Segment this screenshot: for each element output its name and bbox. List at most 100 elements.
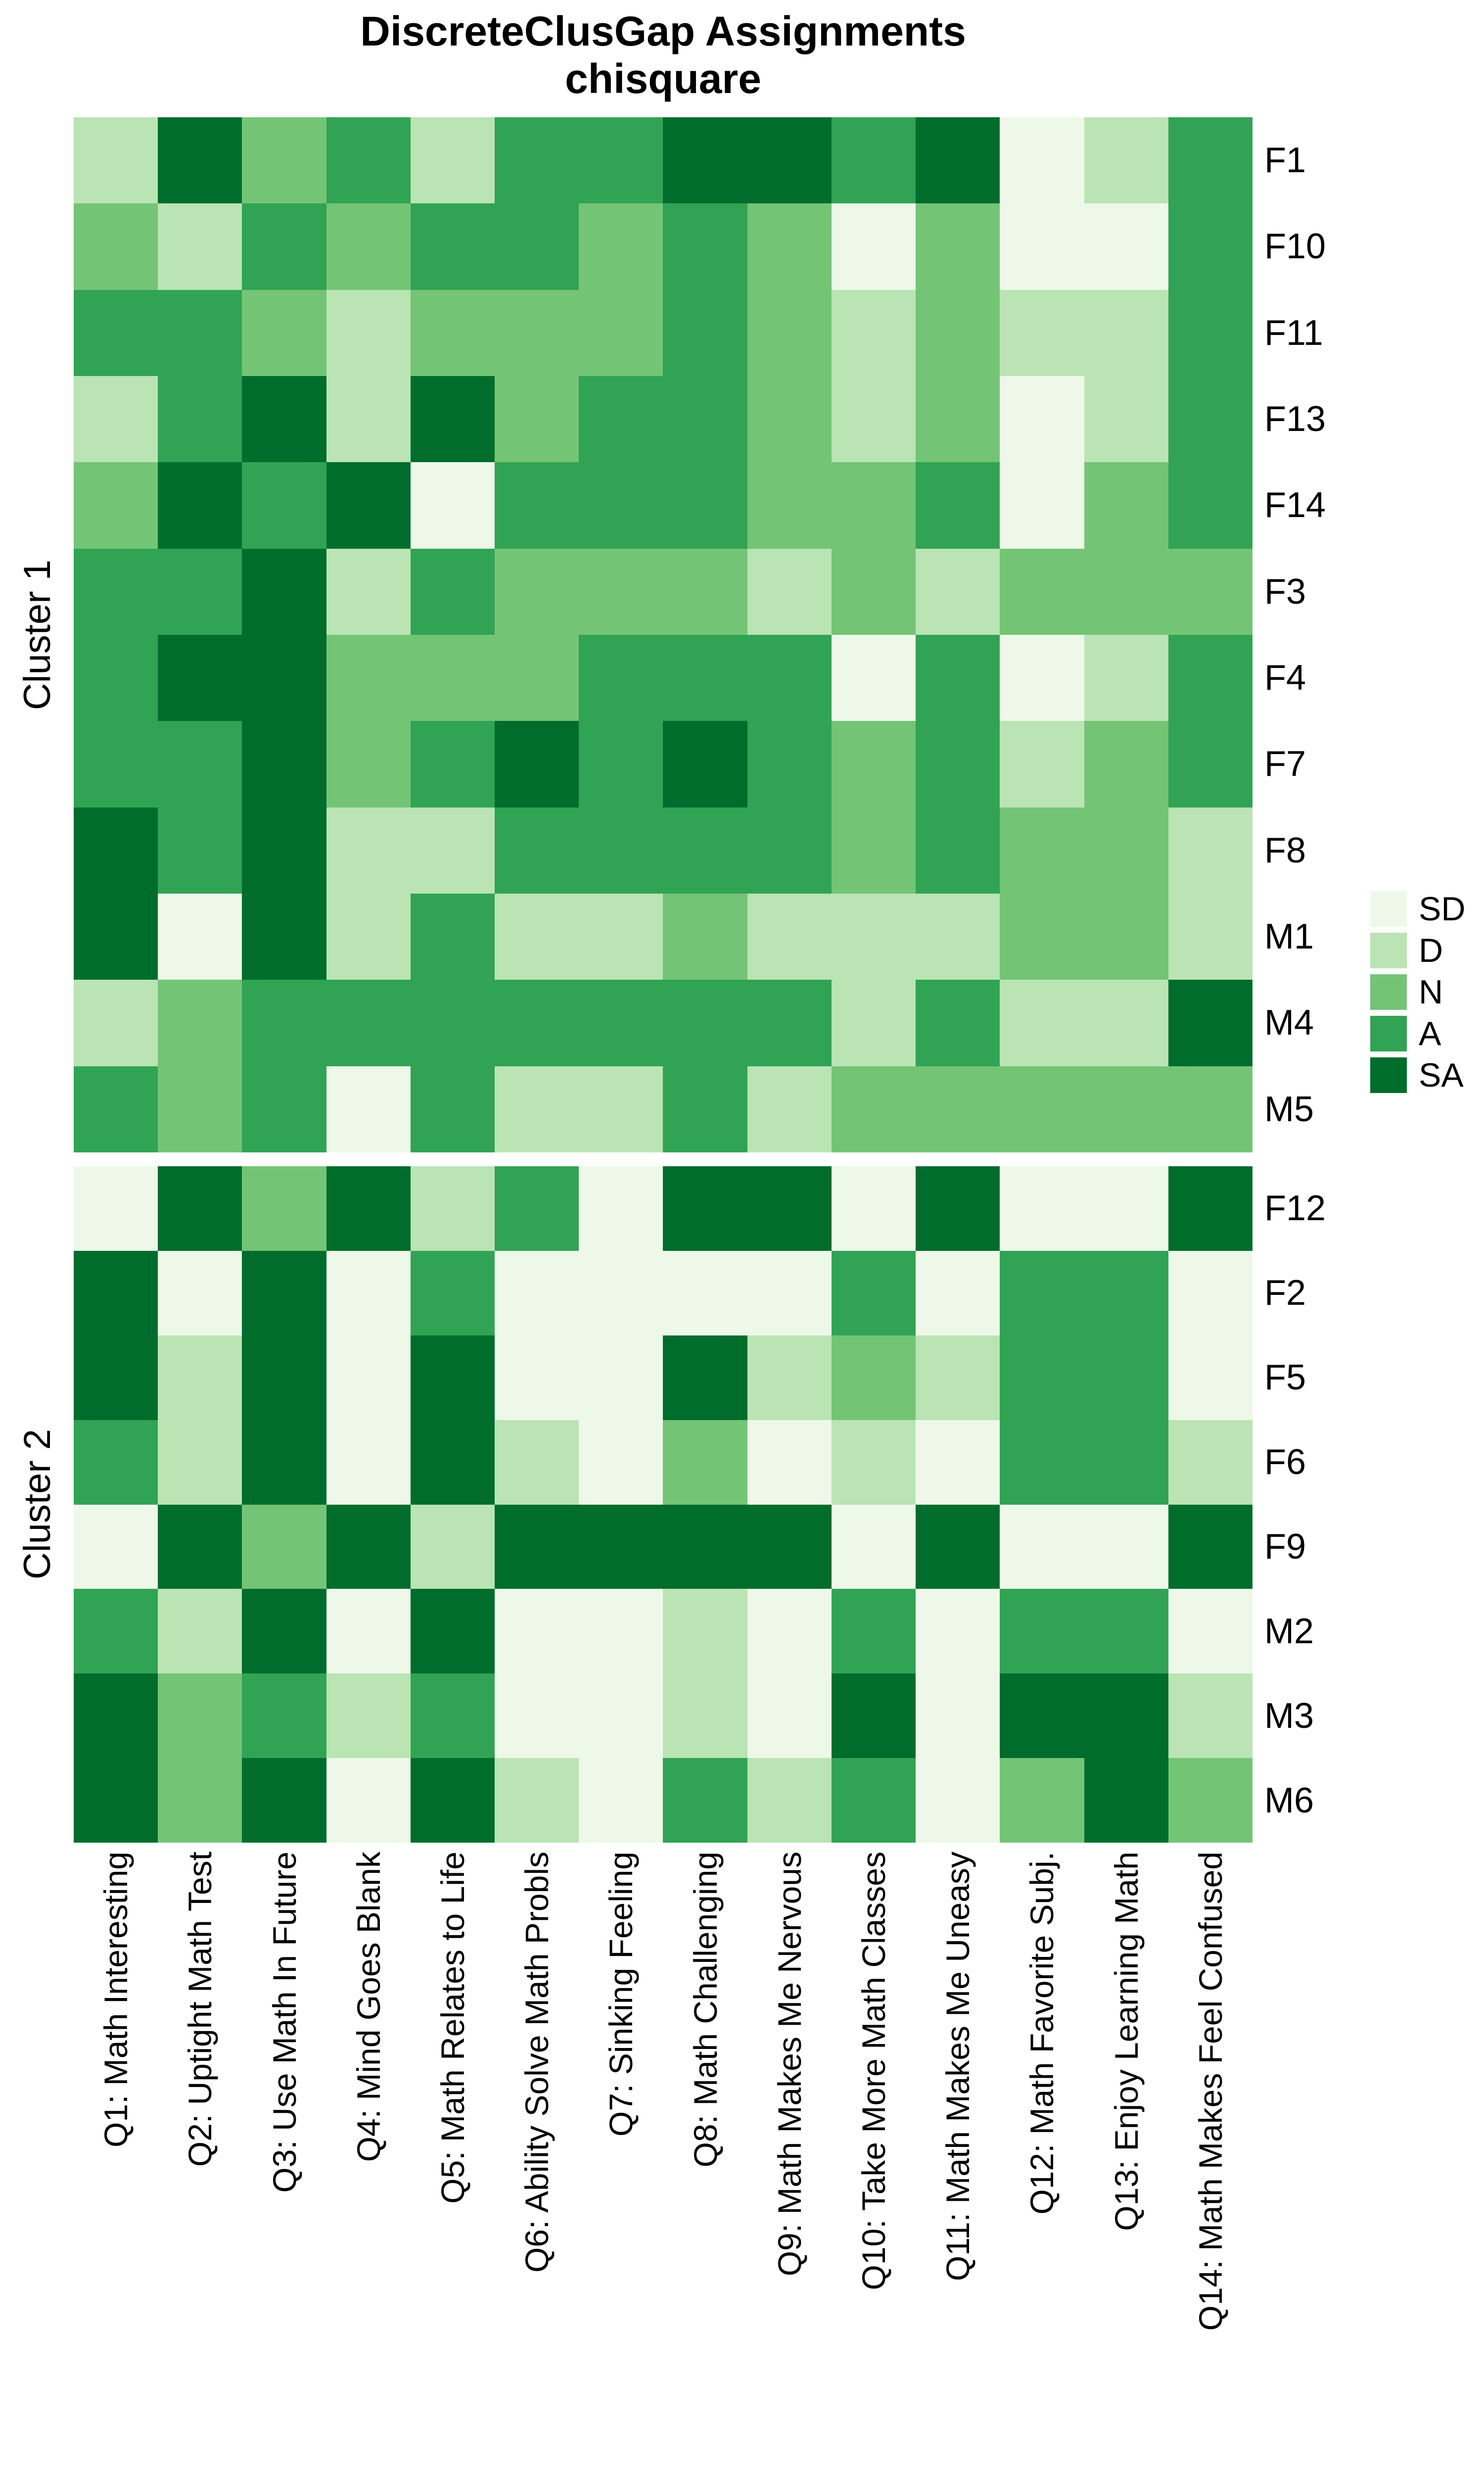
heatmap-cell bbox=[1084, 1250, 1168, 1335]
cluster-label: Cluster 2 bbox=[16, 1429, 58, 1580]
legend-label: A bbox=[1419, 1015, 1441, 1052]
heatmap-cell bbox=[916, 980, 1000, 1066]
heatmap-cell bbox=[831, 1673, 916, 1759]
heatmap-cell bbox=[495, 1589, 579, 1674]
heatmap-cell bbox=[495, 289, 579, 376]
heatmap-cell bbox=[326, 1166, 411, 1251]
heatmap-cell bbox=[747, 462, 832, 549]
column-label-slot: Q14: Math Makes Feel Confused bbox=[1168, 1852, 1252, 2473]
heatmap-cell bbox=[242, 117, 326, 204]
heatmap-cell bbox=[1168, 1758, 1252, 1843]
heatmap-cell bbox=[74, 1066, 158, 1152]
heatmap-cell bbox=[663, 634, 747, 721]
heatmap-cell bbox=[495, 721, 579, 808]
row-label: F14 bbox=[1264, 485, 1326, 525]
heatmap-cell bbox=[495, 980, 579, 1066]
heatmap-cell bbox=[1084, 117, 1168, 204]
heatmap-cell bbox=[747, 1589, 832, 1674]
heatmap-cell bbox=[1168, 634, 1252, 721]
heatmap-cell bbox=[1084, 634, 1168, 721]
heatmap-cell bbox=[1084, 1673, 1168, 1759]
heatmap-cell bbox=[663, 289, 747, 376]
heatmap-cell bbox=[747, 548, 832, 635]
heatmap-cell bbox=[916, 1250, 1000, 1335]
heatmap-cell bbox=[410, 807, 495, 894]
heatmap-cell bbox=[495, 117, 579, 204]
heatmap-cell bbox=[1000, 376, 1084, 463]
heatmap-cell bbox=[579, 1504, 663, 1589]
legend-label: D bbox=[1419, 932, 1443, 969]
row-label: M2 bbox=[1264, 1611, 1314, 1651]
heatmap-cell bbox=[916, 1166, 1000, 1251]
heatmap-cell bbox=[410, 289, 495, 376]
heatmap-cell bbox=[1084, 721, 1168, 808]
heatmap-cell bbox=[495, 893, 579, 980]
heatmap-cell bbox=[74, 1420, 158, 1505]
heatmap-cell bbox=[326, 1758, 411, 1843]
heatmap-cell bbox=[1000, 289, 1084, 376]
heatmap-cell bbox=[158, 721, 242, 808]
heatmap-cell bbox=[326, 980, 411, 1066]
heatmap-cell bbox=[158, 462, 242, 549]
chart-title-line2: chisquare bbox=[565, 55, 761, 102]
heatmap-cell bbox=[663, 1250, 747, 1335]
heatmap-cell bbox=[831, 1420, 916, 1505]
heatmap-cell bbox=[916, 1066, 1000, 1152]
column-label-slot: Q4: Mind Goes Blank bbox=[326, 1852, 411, 2473]
heatmap-cell bbox=[74, 634, 158, 721]
column-label: Q7: Sinking Feeling bbox=[603, 1852, 640, 2137]
column-label-slot: Q3: Use Math In Future bbox=[242, 1852, 326, 2473]
heatmap-cell bbox=[579, 634, 663, 721]
heatmap-cell bbox=[326, 1504, 411, 1589]
heatmap-cell bbox=[1084, 203, 1168, 290]
heatmap-cell bbox=[158, 1589, 242, 1674]
heatmap-cell bbox=[74, 807, 158, 894]
heatmap-cell bbox=[747, 980, 832, 1066]
heatmap-cell bbox=[326, 1335, 411, 1420]
row-label: M3 bbox=[1264, 1696, 1314, 1736]
heatmap-cell bbox=[1084, 893, 1168, 980]
heatmap-cell bbox=[916, 807, 1000, 894]
heatmap-cell bbox=[495, 376, 579, 463]
heatmap-cell bbox=[74, 376, 158, 463]
heatmap-cell bbox=[916, 634, 1000, 721]
heatmap-cell bbox=[326, 548, 411, 635]
heatmap-cell bbox=[158, 1420, 242, 1505]
heatmap-cell bbox=[831, 548, 916, 635]
heatmap-cell bbox=[410, 1504, 495, 1589]
heatmap-cell bbox=[242, 1504, 326, 1589]
heatmap-cell bbox=[916, 1420, 1000, 1505]
heatmap-cell bbox=[158, 893, 242, 980]
heatmap-cell bbox=[242, 289, 326, 376]
heatmap-cell bbox=[579, 1758, 663, 1843]
heatmap-cell bbox=[158, 376, 242, 463]
heatmap-panel-cluster-2 bbox=[74, 1166, 1252, 1843]
heatmap-cell bbox=[831, 1589, 916, 1674]
heatmap-cell bbox=[663, 893, 747, 980]
column-labels: Q1: Math Interesting Q2: Uptight Math Tes… bbox=[74, 1852, 1252, 2473]
heatmap-cell bbox=[1168, 1504, 1252, 1589]
heatmap-cell bbox=[158, 289, 242, 376]
heatmap-cell bbox=[242, 1589, 326, 1674]
heatmap-cell bbox=[579, 721, 663, 808]
heatmap-cell bbox=[831, 893, 916, 980]
heatmap-cell bbox=[747, 117, 832, 204]
heatmap-cell bbox=[747, 1066, 832, 1152]
heatmap-cell bbox=[831, 1250, 916, 1335]
heatmap-cell bbox=[326, 462, 411, 549]
heatmap-cell bbox=[831, 634, 916, 721]
column-label: Q4: Mind Goes Blank bbox=[350, 1852, 387, 2162]
legend-item: D bbox=[1370, 931, 1465, 970]
column-label-slot: Q5: Math Relates to Life bbox=[411, 1852, 495, 2473]
heatmap-cell bbox=[747, 634, 832, 721]
heatmap-cell bbox=[242, 1166, 326, 1251]
heatmap-cell bbox=[158, 1758, 242, 1843]
heatmap-cell bbox=[1168, 1250, 1252, 1335]
heatmap-cell bbox=[1168, 1589, 1252, 1674]
heatmap-cell bbox=[242, 203, 326, 290]
column-label-slot: Q13: Enjoy Learning Math bbox=[1084, 1852, 1168, 2473]
heatmap-cell bbox=[579, 203, 663, 290]
heatmap-cell bbox=[579, 980, 663, 1066]
heatmap-cell bbox=[410, 1066, 495, 1152]
heatmap-cell bbox=[916, 289, 1000, 376]
